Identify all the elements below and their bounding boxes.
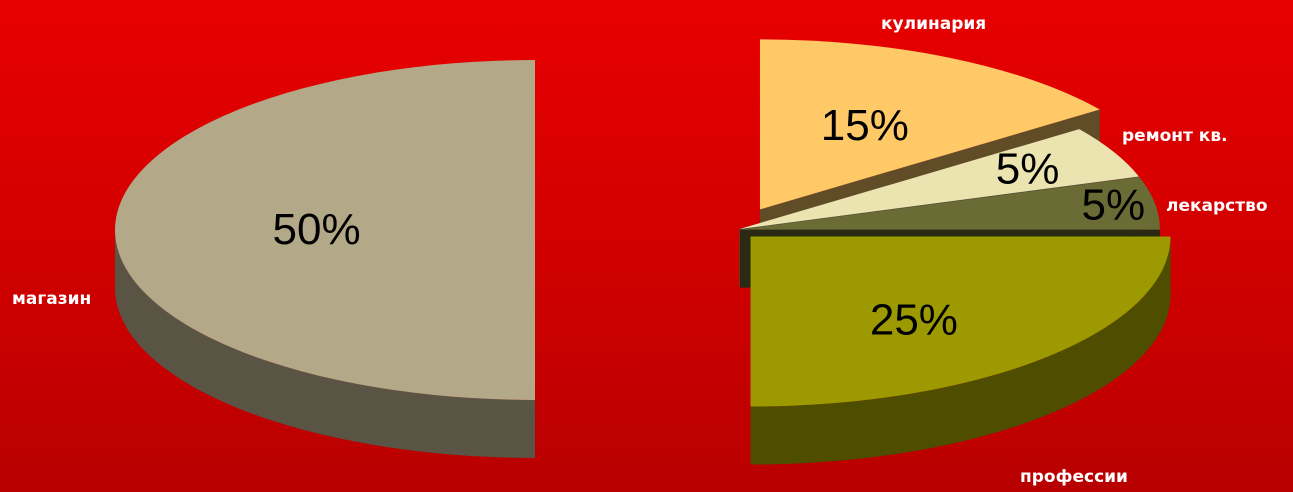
category-label-kulinariya: кулинария <box>881 14 986 34</box>
category-label-remont: ремонт кв. <box>1122 126 1228 146</box>
slice-professii <box>750 236 1171 407</box>
slice-percent-label-kulinariya: 15% <box>821 101 909 150</box>
slice-lekarstvo <box>739 177 1160 230</box>
slice-percent-label-remont: 5% <box>996 145 1060 194</box>
slice-side-magazin <box>115 230 535 458</box>
slice-remont <box>739 129 1139 230</box>
slice-magazin <box>115 60 535 400</box>
slice-kulinariya <box>759 39 1100 210</box>
slice-rim-magazin <box>115 230 535 458</box>
slice-percent-label-professii: 25% <box>870 296 958 345</box>
pie-slices <box>115 39 1171 465</box>
slice-percent-label-magazin: 50% <box>273 205 361 254</box>
slice-percent-label-lekarstvo: 5% <box>1081 181 1145 230</box>
category-label-lekarstvo: лекарство <box>1166 196 1268 216</box>
percent-labels: 50% 25% 5% 5% 15% <box>273 101 1146 345</box>
slice-rim-professii <box>750 236 1171 465</box>
category-labels: магазин профессии лекарство ремонт кв. к… <box>12 14 1268 487</box>
category-label-professii: профессии <box>1020 467 1128 487</box>
category-label-magazin: магазин <box>12 289 91 309</box>
